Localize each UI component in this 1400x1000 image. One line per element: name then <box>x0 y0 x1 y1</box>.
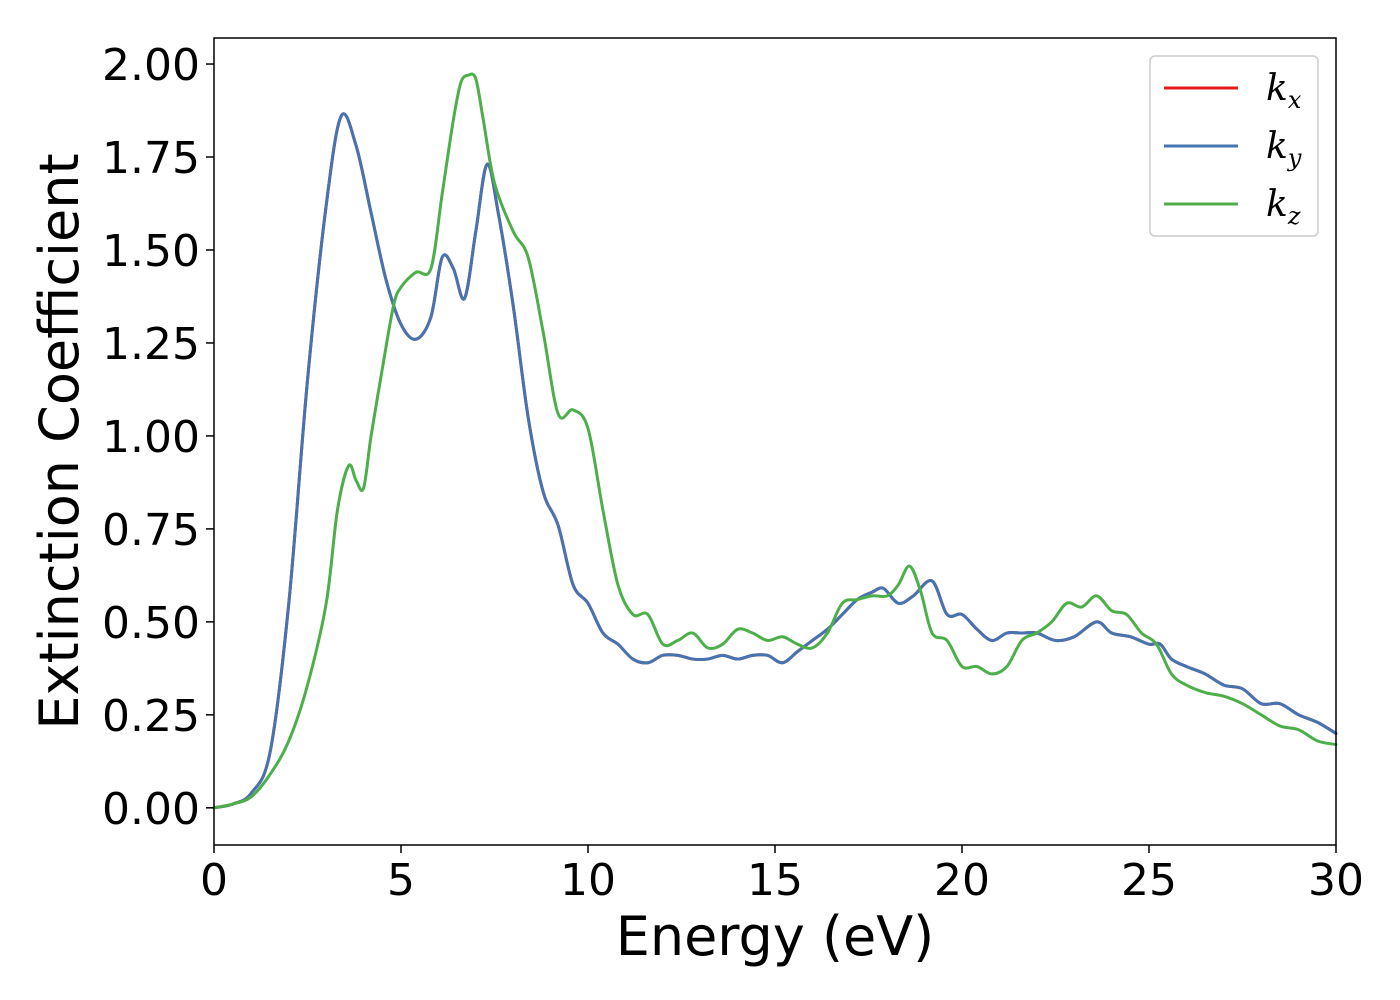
y-tick-label: 0.75 <box>102 505 200 556</box>
y-tick-label: 0.25 <box>102 691 200 742</box>
series-line-kz <box>212 72 1338 810</box>
x-axis-ticks: 0 5 10 15 20 25 30 <box>200 845 1364 906</box>
x-tick-label: 10 <box>560 855 616 906</box>
legend-label-ky: ky <box>1266 126 1302 172</box>
legend-label-kx: kx <box>1266 68 1302 114</box>
y-tick-label: 1.25 <box>102 319 200 370</box>
y-tick-label: 1.75 <box>102 133 200 184</box>
x-axis-label: Energy (eV) <box>616 905 935 968</box>
y-tick-label: 1.50 <box>102 226 200 277</box>
legend-label-kz: kz <box>1266 184 1301 230</box>
y-tick-label: 0.50 <box>102 598 200 649</box>
x-tick-label: 25 <box>1121 855 1177 906</box>
x-tick-label: 15 <box>747 855 803 906</box>
y-tick-label: 0.00 <box>102 784 200 835</box>
y-axis-label: Extinction Coefficient <box>28 153 91 729</box>
x-tick-label: 0 <box>200 855 228 906</box>
legend: kx ky kz <box>1149 55 1319 237</box>
y-axis-ticks: 0.00 0.25 0.50 0.75 1.00 1.25 1.50 1.75 2.00 <box>102 40 214 835</box>
y-tick-label: 1.00 <box>102 412 200 463</box>
x-tick-label: 30 <box>1308 855 1364 906</box>
y-tick-label: 2.00 <box>102 40 200 91</box>
x-tick-label: 20 <box>934 855 990 906</box>
series-line-ky <box>212 112 1338 810</box>
series-lines <box>212 72 1338 810</box>
x-tick-label: 5 <box>387 855 415 906</box>
